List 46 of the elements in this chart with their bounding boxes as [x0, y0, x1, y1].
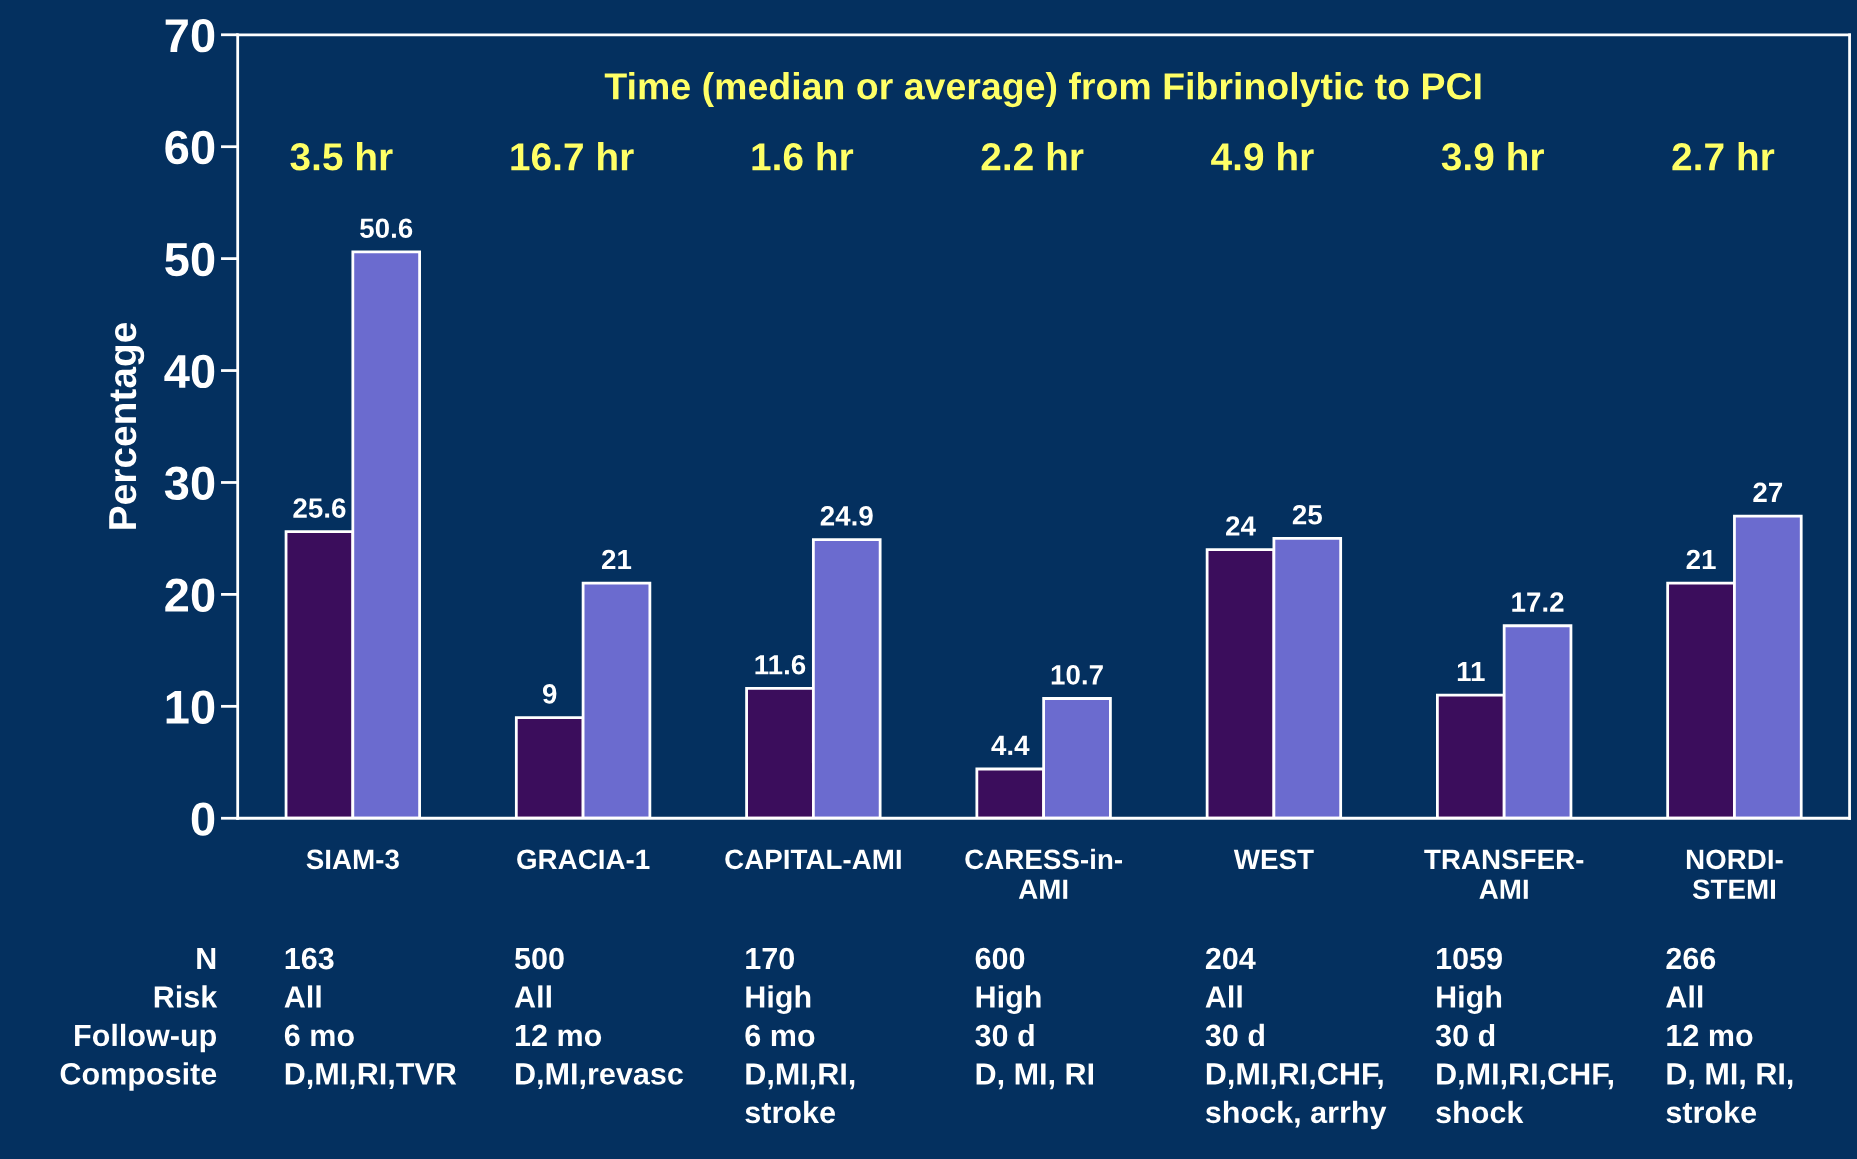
text: 163 All 6 mo D,MI,RI,TVR [284, 947, 457, 1090]
text: 600 High 30 d D, MI, RI [975, 947, 1094, 1090]
data-label: 10.7 [1051, 665, 1103, 685]
data-label: 4.4 [991, 735, 1030, 755]
x-tick-label: CARESS-in- AMI [965, 848, 1122, 899]
annotation: 3.5 hr [290, 142, 393, 171]
y-tick-label: 10 [166, 690, 215, 724]
annotation: 1.6 hr [752, 142, 854, 171]
x-tick-label: CAPITAL-AMI [725, 849, 901, 870]
data-label: 9 [542, 684, 557, 704]
x-tick-label: WEST [1233, 849, 1314, 870]
data-label: 24.9 [820, 506, 873, 526]
y-axis-title: Percentage [109, 323, 145, 529]
x-tick-label: NORDI- STEMI [1686, 849, 1783, 900]
data-label: 50.6 [360, 218, 413, 239]
data-label: 25 [1292, 504, 1322, 525]
y-tick-label: 60 [165, 130, 215, 165]
annotation: 2.2 hr [981, 142, 1084, 171]
data-label: 27 [1753, 482, 1783, 502]
y-tick-label: 30 [164, 466, 215, 501]
y-tick-label: 70 [165, 18, 215, 53]
data-label: 21 [1686, 549, 1716, 570]
text: 204 All 30 d D,MI,RI,CHF, shock, arrhy [1205, 947, 1387, 1130]
data-label: 25.6 [293, 498, 346, 518]
y-tick-label: 20 [165, 578, 215, 612]
data-label: 11 [1457, 661, 1485, 682]
x-tick-label: SIAM-3 [306, 849, 399, 870]
annotation: 2.7 hr [1672, 142, 1775, 171]
y-tick-label: 50 [165, 242, 215, 277]
annotation: 4.9 hr [1211, 142, 1314, 171]
x-tick-label: GRACIA-1 [517, 849, 650, 870]
text: 1059 High 30 d D,MI,RI,CHF, shock [1435, 947, 1613, 1124]
annotation: 16.7 hr [511, 142, 634, 171]
y-tick-label: 40 [164, 354, 215, 389]
data-label: 11.6 [755, 654, 806, 675]
text: Time (median or average) from Fibrinolytic to PCI [604, 72, 1481, 108]
text: N Risk Follow-up Composite [60, 948, 218, 1091]
y-tick-label: 0 [191, 802, 215, 836]
annotation: 3.9 hr [1441, 142, 1544, 171]
text: 266 All 12 mo D, MI, RI, stroke [1666, 947, 1793, 1124]
data-label: 24 [1226, 516, 1256, 536]
data-label: 17.2 [1512, 592, 1564, 612]
text: 170 High 6 mo D,MI,RI, stroke [745, 947, 855, 1124]
text: 500 All 12 mo D,MI,revasc [514, 947, 683, 1090]
data-label: 21 [602, 549, 632, 570]
x-tick-label: TRANSFER- AMI [1424, 849, 1584, 899]
